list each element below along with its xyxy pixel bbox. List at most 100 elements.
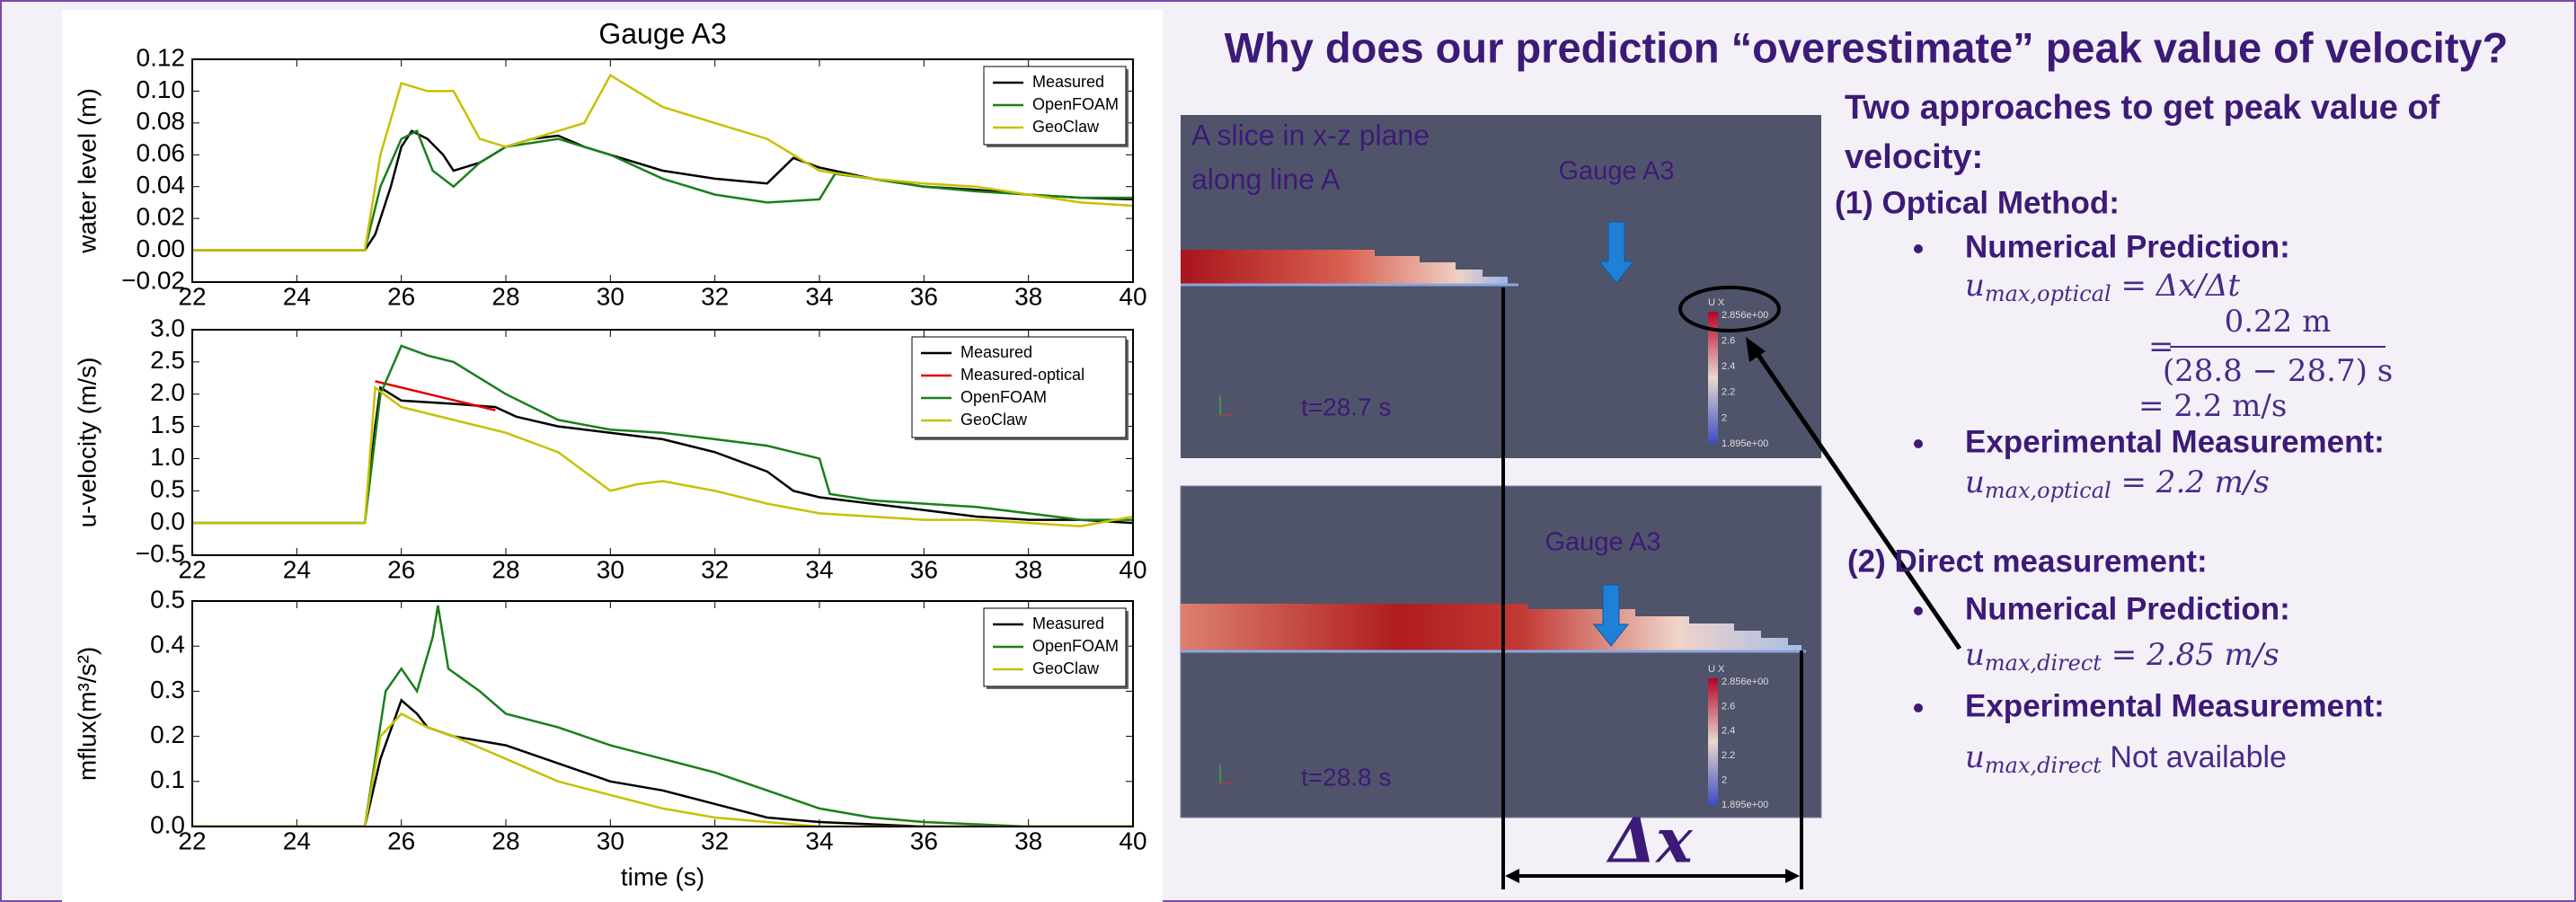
bullet-text: Numerical Prediction: [1965,591,2290,626]
x-tick-label: 26 [387,282,415,310]
y-tick-label: 0.00 [137,234,186,262]
legend-label: OpenFOAM [1032,95,1119,113]
x-tick-label: 32 [701,827,729,854]
x-tick-label: 38 [1014,555,1042,583]
y-axis-label: u-velocity (m/s) [73,358,101,528]
formula: umax,optical = Δx/Δt [1965,268,2241,306]
legend-label: Measured [960,343,1032,361]
y-tick-label: 0.0 [150,508,185,535]
x-tick-label: 22 [178,827,206,854]
y-tick-label: 0.08 [137,107,186,135]
bullet [1914,244,1923,253]
x-tick-label: 30 [597,827,624,854]
legend-label: GeoClaw [1032,118,1100,136]
legend-label: OpenFOAM [1032,637,1119,655]
x-tick-label: 30 [597,282,624,310]
colorbar-title: U X [1708,664,1725,675]
colorbar-title: U X [1708,297,1725,308]
x-tick-label: 24 [283,827,311,854]
x-tick-label: 26 [387,827,415,854]
slide: −0.020.000.020.040.060.080.100.122224262… [0,0,2576,902]
colorbar-label: 1.895e+00 [1722,800,1768,810]
denominator: (28.8 − 28.7) s [2163,353,2393,389]
colorbar-label: 2 [1722,775,1727,786]
bullet-text: Experimental Measurement: [1965,424,2385,459]
chart-title: Gauge A3 [598,17,726,49]
numerator: 0.22 m [2225,304,2332,340]
y-tick-label: 0.06 [137,139,186,167]
x-tick-label: 22 [178,282,206,310]
legend-label: GeoClaw [1032,659,1100,677]
caption: along line A [1191,163,1341,195]
legend-label: GeoClaw [960,411,1028,429]
colorbar-label: 2.4 [1722,361,1735,372]
legend-label: Measured [1032,615,1104,632]
colorbar-label: 2 [1722,412,1727,423]
formula: umax,optical = 2.2 m/s [1965,464,2270,503]
time-label: t=28.8 s [1301,763,1391,791]
formula: umax,direct Not available [1965,739,2287,778]
bullet-text: Experimental Measurement: [1965,688,2385,723]
bullet [1914,606,1923,615]
caption: A slice in x-z plane [1191,119,1430,151]
x-tick-label: 32 [701,282,729,310]
delta-label: Δx [1606,806,1694,878]
bullet [1914,439,1923,448]
formula: = 2.2 m/s [2138,388,2287,424]
method-title: (2) Direct measurement: [1847,544,2208,579]
x-tick-label: 24 [283,555,311,583]
colorbar-label: 2.2 [1722,387,1735,398]
legend-label: OpenFOAM [960,388,1047,406]
x-tick-label: 40 [1119,827,1146,854]
colorbar-label: 2.6 [1722,701,1735,712]
colorbar-label: 2.2 [1722,750,1735,761]
y-tick-label: 2.0 [150,378,185,406]
x-tick-label: 34 [805,555,833,583]
y-tick-label: 0.3 [150,676,185,703]
colorbar-label: 2.6 [1722,336,1735,347]
x-tick-label: 22 [178,555,206,583]
heading: velocity: [1845,138,1983,176]
y-tick-label: 0.2 [150,721,185,748]
legend-label: Measured [1032,73,1104,91]
x-tick-label: 40 [1119,555,1146,583]
x-tick-label: 36 [910,555,938,583]
y-tick-label: 3.0 [150,314,185,341]
x-tick-label: 28 [491,555,519,583]
y-tick-label: 0.02 [137,203,186,231]
x-tick-label: 28 [491,827,519,854]
x-tick-label: 28 [491,282,519,310]
x-tick-label: 38 [1014,827,1042,854]
colorbar-label: 2.4 [1722,726,1735,737]
colorbar-label: 1.895e+00 [1722,438,1768,449]
y-tick-label: 0.1 [150,765,185,793]
gauge-label: Gauge A3 [1545,528,1661,557]
y-tick-label: −0.02 [121,266,185,294]
y-tick-label: 0.5 [150,585,185,613]
gauge-label: Gauge A3 [1559,157,1675,186]
x-tick-label: 26 [387,555,415,583]
y-tick-label: 0.12 [137,43,186,71]
formula: umax,direct = 2.85 m/s [1965,637,2279,676]
y-tick-label: 1.0 [150,443,185,471]
chart: −0.020.000.020.040.060.080.100.122224262… [73,17,1146,310]
y-tick-label: 0.04 [137,171,186,199]
heading: Two approaches to get peak value of [1845,89,2440,127]
y-axis-label: water level (m) [73,88,101,254]
legend-label: Measured-optical [960,366,1084,384]
y-tick-label: 1.5 [150,411,185,438]
method-title: (1) Optical Method: [1835,185,2120,220]
y-tick-label: 0.5 [150,475,185,503]
y-tick-label: 0.4 [150,631,185,659]
bullet-text: Numerical Prediction: [1965,229,2290,264]
time-label: t=28.7 s [1301,393,1391,420]
colorbar-label: 2.856e+00 [1722,310,1768,321]
x-tick-label: 40 [1119,282,1146,310]
x-tick-label: 30 [597,555,624,583]
colorbar-bar [1708,678,1718,805]
x-tick-label: 24 [283,282,311,310]
x-tick-label: 34 [805,282,833,310]
colorbar-label: 2.856e+00 [1722,676,1768,687]
